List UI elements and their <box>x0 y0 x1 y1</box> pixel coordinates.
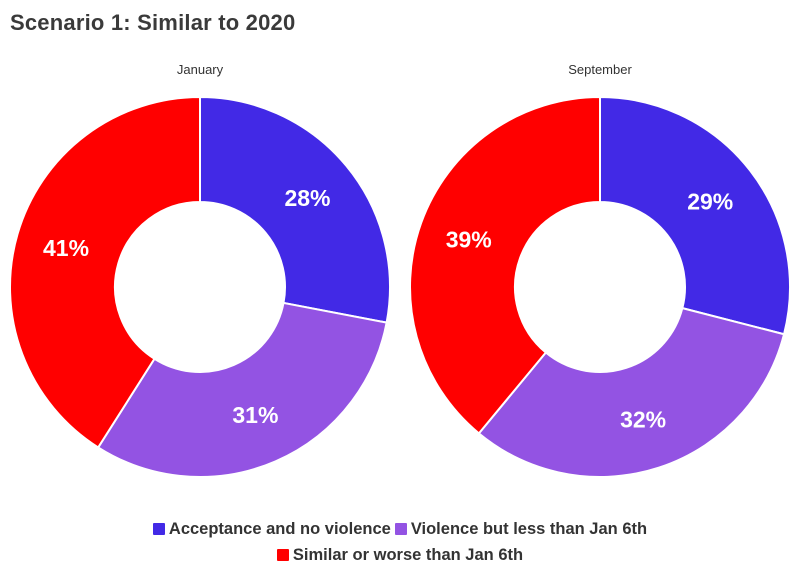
legend-swatch-similar-worse <box>276 549 289 561</box>
chart-title: Scenario 1: Similar to 2020 <box>10 10 296 35</box>
data-label-september-similar-or-worse-than-jan-6th: 39% <box>446 227 492 253</box>
slice-september-similar-or-worse-than-jan-6th <box>409 95 601 435</box>
legend-row-1: Acceptance and no violence Violence but … <box>0 516 800 542</box>
legend-label-acceptance: Acceptance and no violence <box>168 519 391 538</box>
legend-swatch-violence-less <box>394 523 407 535</box>
legend-item-violence-less: Violence but less than Jan 6th <box>394 519 648 539</box>
legend-row-2: Similar or worse than Jan 6th <box>0 542 800 568</box>
data-label-september-violence-but-less-than-jan-6th: 32% <box>620 407 666 433</box>
legend-item-acceptance: Acceptance and no violence <box>152 519 391 539</box>
chart-subtitle-january: January <box>177 62 224 77</box>
legend-swatch-acceptance <box>152 523 165 535</box>
slice-september-acceptance-and-no-violence <box>599 95 791 336</box>
chart-subtitle-september: September <box>568 62 632 77</box>
data-label-january-similar-or-worse-than-jan-6th: 41% <box>43 235 89 261</box>
data-label-september-acceptance-and-no-violence: 29% <box>687 188 733 214</box>
legend-item-similar-worse: Similar or worse than Jan 6th <box>276 545 524 565</box>
legend-label-violence-less: Violence but less than Jan 6th <box>410 519 648 538</box>
slice-january-acceptance-and-no-violence <box>199 95 391 324</box>
slice-september-violence-but-less-than-jan-6th <box>477 306 786 478</box>
legend-label-similar-worse: Similar or worse than Jan 6th <box>292 545 524 564</box>
data-label-january-violence-but-less-than-jan-6th: 31% <box>232 402 278 428</box>
legend: Acceptance and no violence Violence but … <box>0 516 800 568</box>
data-label-january-acceptance-and-no-violence: 28% <box>284 185 330 211</box>
slice-january-similar-or-worse-than-jan-6th <box>9 95 201 449</box>
slice-january-violence-but-less-than-jan-6th <box>96 301 388 478</box>
